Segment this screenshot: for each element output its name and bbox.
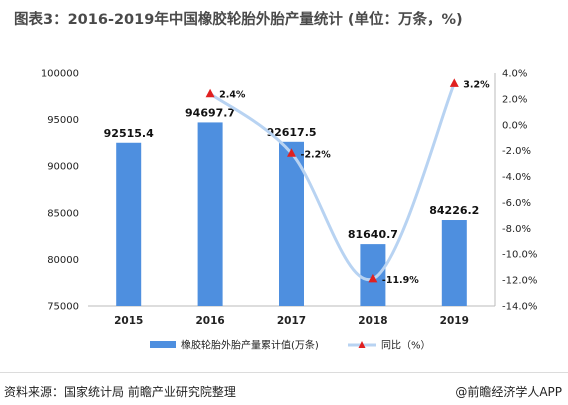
category-label: 2017 <box>277 315 306 327</box>
growth-value-label: -11.9% <box>382 275 419 286</box>
left-tick-label: 85000 <box>47 208 79 219</box>
left-tick-label: 75000 <box>47 302 79 313</box>
left-tick-label: 95000 <box>47 115 79 126</box>
brand-credit: @前瞻经济学人APP <box>455 385 562 399</box>
category-label: 2016 <box>195 315 224 327</box>
growth-value-label: 2.4% <box>219 90 246 101</box>
left-axis: 75000 80000 85000 90000 95000 100000 <box>41 69 79 313</box>
legend-bar-label: 橡胶轮胎外胎产量累计值(万条) <box>181 339 319 352</box>
right-tick-label: -8.0% <box>502 224 531 235</box>
bar <box>197 122 223 306</box>
growth-line-path <box>209 82 456 282</box>
right-tick-label: 0.0% <box>502 120 527 131</box>
bar <box>279 141 304 306</box>
right-tick-label: -2.0% <box>502 146 531 157</box>
source-note: 资料来源：国家统计局 前瞻产业研究院整理 <box>4 385 236 399</box>
growth-marker <box>287 148 296 157</box>
right-axis: 4.0% 2.0% 0.0% -2.0% -4.0% -6.0% -8.0% -10.0% -1… <box>494 69 537 313</box>
bar-value-label: 94697.7 <box>185 106 235 119</box>
bar-value-label: 92617.5 <box>266 126 316 139</box>
left-tick-label: 100000 <box>41 69 79 80</box>
growth-line: 2.4% -2.2% -11.9% 3.2% <box>205 78 490 286</box>
right-tick-label: -14.0% <box>502 302 537 313</box>
growth-value-label: 3.2% <box>463 79 490 90</box>
category-label: 2018 <box>358 315 387 327</box>
right-tick-label: -12.0% <box>502 276 537 287</box>
legend-line-marker <box>358 341 366 348</box>
bar-value-label: 81640.7 <box>348 228 398 241</box>
right-tick-label: 4.0% <box>502 69 527 80</box>
growth-marker <box>205 88 215 98</box>
right-tick-label: -10.0% <box>502 250 537 261</box>
right-tick-label: 2.0% <box>502 94 527 105</box>
legend: 橡胶轮胎外胎产量累计值(万条) 同比（%） <box>150 339 431 352</box>
bar <box>441 220 467 306</box>
category-axis: 2015 2016 2017 2018 2019 <box>88 305 495 327</box>
right-tick-label: -4.0% <box>502 172 531 183</box>
chart-title: 图表3：2016-2019年中国橡胶轮胎外胎产量统计 (单位：万条，%) <box>14 12 463 28</box>
chart: 75000 80000 85000 90000 95000 100000 4.0% 2.0%… <box>41 69 538 352</box>
legend-bar-swatch <box>150 341 176 348</box>
left-tick-label: 90000 <box>47 162 79 173</box>
growth-value-label: -2.2% <box>301 149 332 160</box>
right-tick-label: -6.0% <box>502 198 531 209</box>
bar <box>116 142 142 306</box>
legend-line-label: 同比（%） <box>381 340 431 352</box>
category-label: 2015 <box>114 315 143 327</box>
bar-value-label: 84226.2 <box>429 204 479 217</box>
growth-marker <box>368 273 378 283</box>
bars: 92515.4 94697.7 92617.5 81640.7 84226.2 <box>104 106 479 306</box>
left-tick-label: 80000 <box>47 255 79 266</box>
bar-value-label: 92515.4 <box>104 127 154 140</box>
category-label: 2019 <box>440 315 469 327</box>
footer-divider <box>0 372 568 373</box>
growth-marker <box>449 78 459 87</box>
